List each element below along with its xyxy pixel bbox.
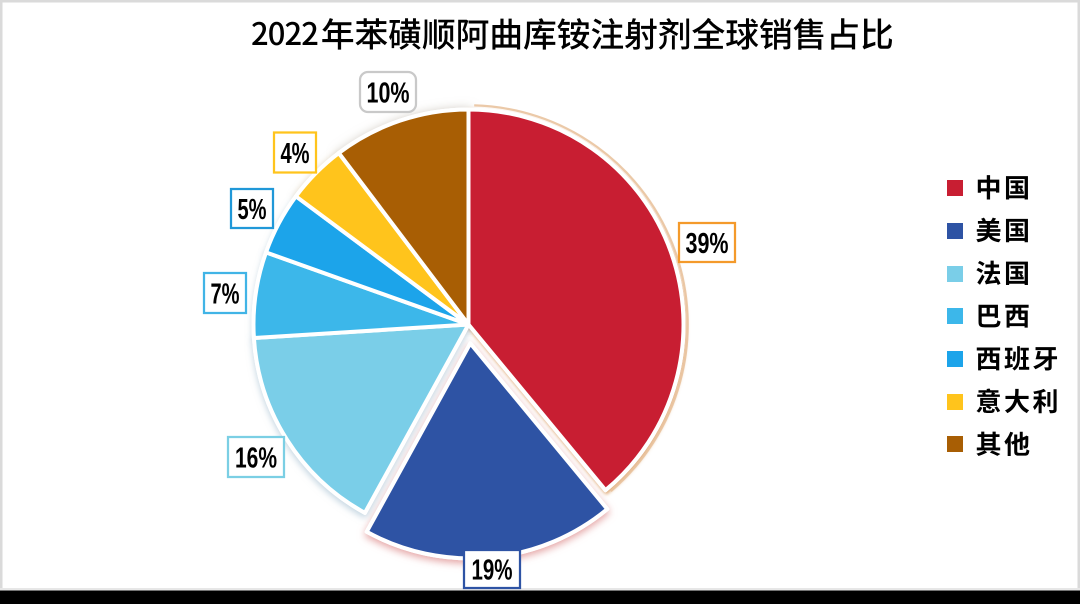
- svg-text:19%: 19%: [472, 554, 513, 586]
- svg-text:39%: 39%: [686, 228, 729, 260]
- svg-text:5%: 5%: [238, 194, 267, 226]
- svg-text:10%: 10%: [367, 77, 410, 109]
- svg-text:16%: 16%: [235, 442, 277, 474]
- svg-text:7%: 7%: [211, 278, 240, 310]
- svg-text:4%: 4%: [281, 138, 310, 170]
